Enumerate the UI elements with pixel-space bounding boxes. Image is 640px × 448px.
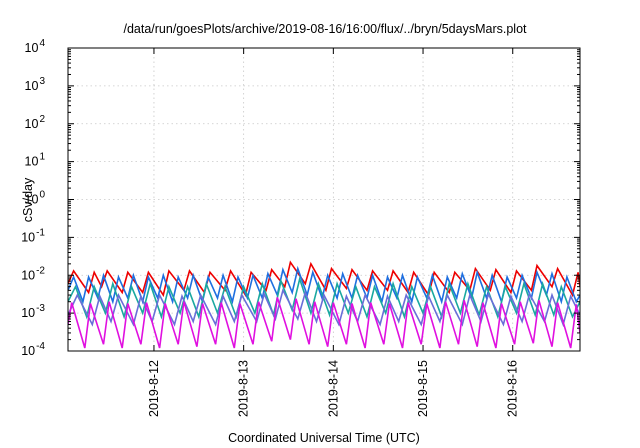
y-axis-label: cSv/day [21, 177, 35, 222]
x-tick-label: 2019-8-16 [506, 360, 520, 417]
series-line [68, 288, 580, 328]
axis-ticks: 10-410-310-210-11001011021031042019-8-12… [21, 38, 580, 417]
y-tick-exponent: 4 [39, 38, 45, 49]
y-tick-exponent: 3 [39, 76, 45, 87]
y-tick-exponent: -3 [36, 303, 45, 314]
y-tick-exponent: 2 [39, 114, 45, 125]
x-tick-label: 2019-8-13 [237, 360, 251, 417]
y-tick-exponent: 0 [39, 190, 45, 201]
x-axis-label: Coordinated Universal Time (UTC) [228, 431, 420, 445]
x-tick-label: 2019-8-15 [416, 360, 430, 417]
chart-title: /data/run/goesPlots/archive/2019-08-16/1… [123, 22, 527, 36]
plot-series [68, 260, 580, 349]
x-tick-label: 2019-8-14 [326, 360, 340, 417]
y-tick-exponent: -2 [36, 265, 45, 276]
series-line [68, 265, 580, 305]
x-tick-label: 2019-8-12 [147, 360, 161, 417]
series-line [68, 275, 580, 320]
y-tick-exponent: -1 [36, 227, 45, 238]
series-line [68, 297, 580, 349]
y-tick-exponent: 1 [39, 152, 45, 163]
y-tick-exponent: -4 [36, 341, 45, 352]
series-line [68, 260, 580, 298]
